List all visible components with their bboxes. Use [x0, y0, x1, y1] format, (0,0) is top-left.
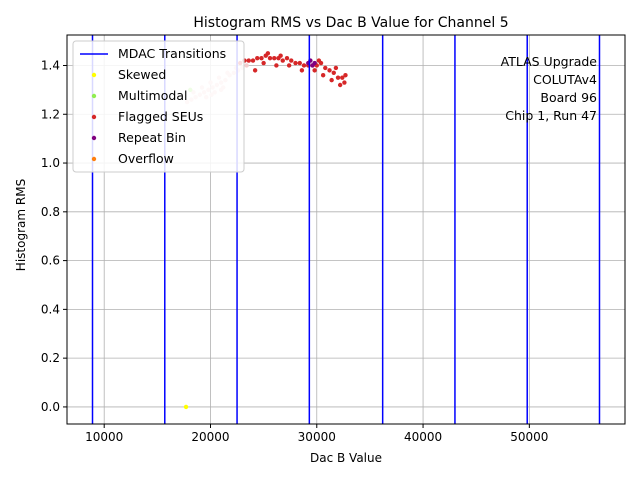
data-point: [244, 63, 249, 68]
data-point: [255, 55, 260, 61]
data-point: [337, 82, 343, 88]
data-point: [280, 58, 285, 63]
legend-label: MDAC Transitions: [118, 46, 226, 61]
legend: MDAC Transitions Skewed Multimodal Flagged …: [72, 40, 245, 173]
x-tick-label: 20000: [191, 430, 229, 444]
annotation-line: Chip 1, Run 47: [505, 108, 597, 123]
legend-swatch: [91, 156, 97, 162]
data-point: [297, 60, 302, 66]
y-tick-label: 1.2: [41, 107, 60, 121]
y-tick-label: 0.8: [41, 205, 60, 219]
data-point: [246, 58, 251, 63]
data-point: [323, 65, 328, 71]
plot-frame: [66, 34, 626, 425]
data-point: [265, 51, 271, 56]
data-point: [261, 60, 266, 66]
data-point: [327, 68, 332, 73]
x-tick-label: 40000: [404, 430, 442, 444]
legend-swatch: [91, 72, 97, 78]
data-point: [183, 404, 189, 410]
series-flagged-seus: [238, 51, 348, 88]
x-ticks: 10000 20000 30000 40000 50000: [85, 424, 548, 444]
legend-label: Skewed: [118, 67, 166, 82]
data-point: [340, 75, 345, 80]
data-point: [329, 77, 334, 83]
data-point: [274, 63, 279, 68]
y-tick-label: 0.2: [41, 351, 60, 365]
data-point: [299, 68, 305, 73]
x-tick-label: 30000: [298, 430, 336, 444]
legend-label: Repeat Bin: [118, 130, 186, 145]
y-tick-label: 1.0: [41, 156, 60, 170]
legend-swatch: [91, 114, 97, 120]
data-point: [293, 60, 298, 66]
annotation-line: COLUTAv4: [533, 72, 597, 87]
legend-label: Overflow: [118, 151, 174, 166]
y-ticks: 0.0 0.2 0.4 0.6 0.8 1.0 1.2 1.4: [41, 58, 67, 414]
data-point: [312, 68, 317, 73]
data-point: [331, 70, 336, 76]
x-tick-label: 50000: [510, 430, 548, 444]
data-point: [343, 73, 348, 78]
data-point: [289, 58, 294, 63]
annotation-line: Board 96: [540, 90, 597, 105]
chart-title: Histogram RMS vs Dac B Value for Channel…: [193, 15, 508, 31]
y-axis-label: Histogram RMS: [14, 179, 28, 271]
y-tick-label: 1.4: [41, 58, 60, 72]
data-point: [301, 63, 307, 68]
legend-label: Flagged SEUs: [118, 109, 203, 124]
annotation-line: ATLAS Upgrade: [501, 54, 598, 69]
data-point: [342, 80, 347, 85]
data-point: [267, 55, 273, 61]
annotation: ATLAS Upgrade COLUTAv4 Board 96 Chip 1, Run…: [501, 54, 598, 123]
x-axis-label: Dac B Value: [310, 451, 382, 465]
x-tick-label: 10000: [85, 430, 123, 444]
data-point: [333, 65, 339, 71]
legend-swatch: [91, 135, 97, 141]
data-point: [286, 63, 292, 68]
legend-label: Multimodal: [118, 88, 187, 103]
data-point: [316, 58, 322, 63]
legend-box: [72, 40, 245, 173]
data-point: [250, 58, 256, 63]
y-tick-label: 0.6: [41, 254, 60, 268]
series-skewed: [183, 404, 189, 410]
data-point: [259, 55, 264, 61]
y-tick-label: 0.4: [41, 302, 60, 316]
data-point: [272, 55, 277, 61]
data-point: [252, 68, 258, 73]
data-point: [284, 55, 290, 61]
legend-swatch: [91, 93, 97, 99]
data-point: [320, 73, 326, 78]
data-point: [312, 60, 317, 66]
data-point: [335, 75, 341, 80]
mdac-transition-lines: [91, 35, 601, 424]
y-tick-label: 0.0: [41, 400, 60, 414]
data-point: [278, 53, 283, 58]
